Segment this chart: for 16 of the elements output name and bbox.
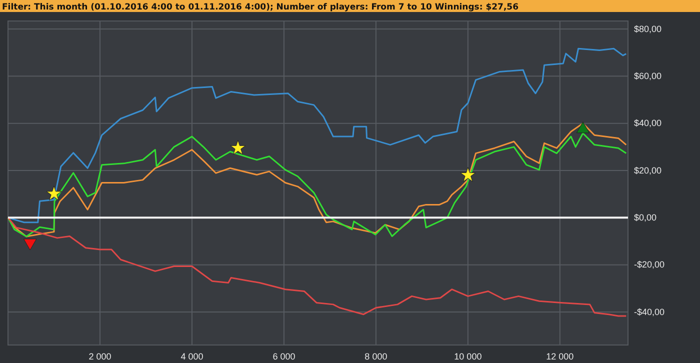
line-series xyxy=(7,216,627,317)
x-tick-label: 8 000 xyxy=(364,351,388,362)
x-tick-label: 12 000 xyxy=(546,351,574,362)
x-tick-label: 10 000 xyxy=(454,351,482,362)
y-tick-label: $20,00 xyxy=(634,165,662,176)
chart-title: Filter: This month (01.10.2016 4:00 to 01.11.2016 4:00); Number of players: From 7 to 10 Winnings: $27,56 xyxy=(2,2,519,12)
y-tick-label: $60,00 xyxy=(634,71,662,82)
y-tick-label: -$20,00 xyxy=(634,260,665,270)
x-tick-label: 2 000 xyxy=(88,351,112,362)
y-tick-label: $80,00 xyxy=(634,24,662,34)
y-tick-label: $0,00 xyxy=(634,212,657,223)
x-tick-label: 6 000 xyxy=(272,351,296,362)
line-series xyxy=(7,48,627,224)
y-tick-label: -$40,00 xyxy=(634,306,665,317)
y-tick-label: $40,00 xyxy=(634,118,662,128)
x-tick-label: 4 000 xyxy=(180,351,204,362)
